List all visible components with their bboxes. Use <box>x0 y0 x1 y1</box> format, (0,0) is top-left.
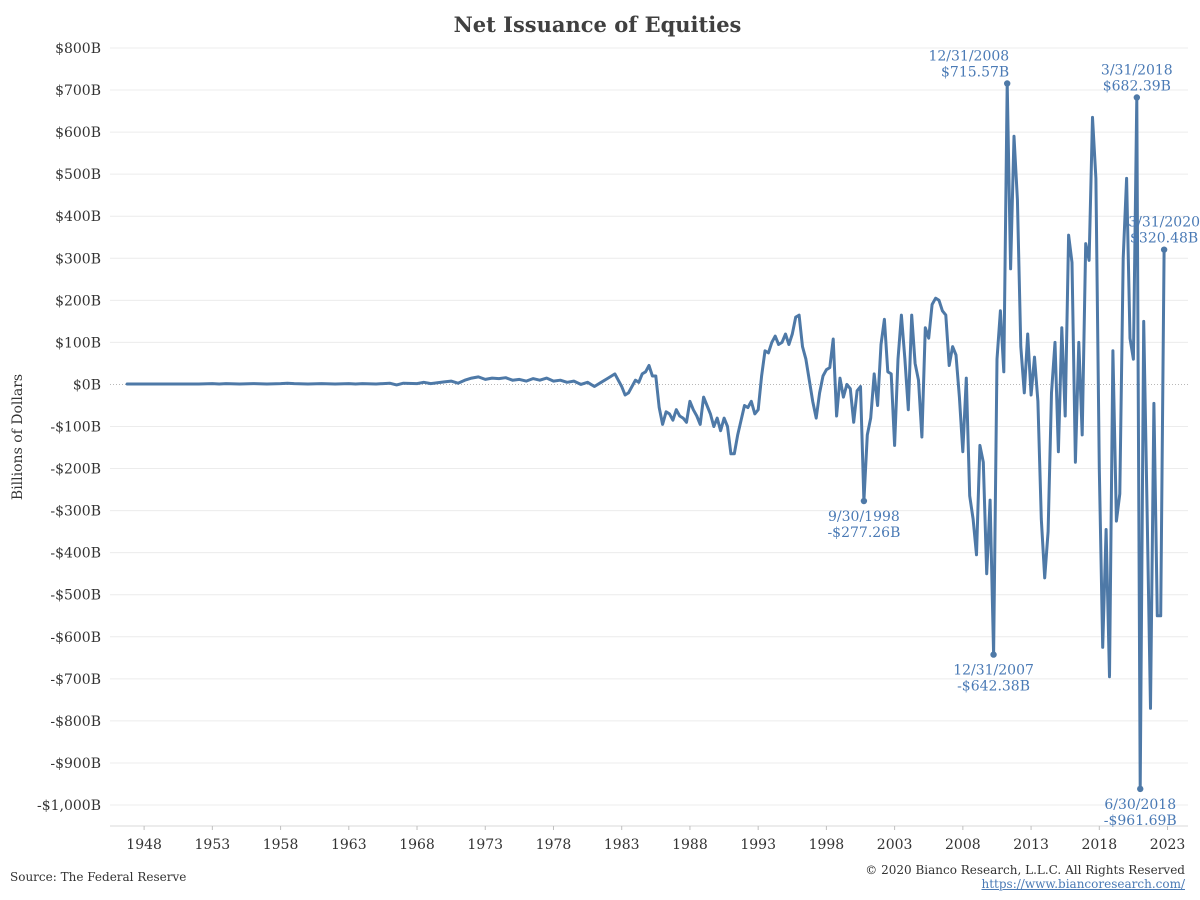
y-tick-label: -$800B <box>50 714 101 730</box>
annotation-point <box>860 497 868 505</box>
x-tick-label: 2023 <box>1150 837 1186 853</box>
y-tick-label: -$400B <box>50 546 101 562</box>
x-tick-label: 1983 <box>604 837 640 853</box>
website-link[interactable]: https://www.biancoresearch.com/ <box>981 877 1185 891</box>
y-tick-label: $500B <box>55 167 101 183</box>
x-tick-label: 1978 <box>536 837 572 853</box>
series-line <box>125 82 1166 791</box>
chart-title: Net Issuance of Equities <box>453 12 742 37</box>
annotation-value: -$961.69B <box>1104 813 1177 829</box>
y-tick-label: -$200B <box>50 462 101 478</box>
x-tick-label: 1948 <box>126 837 162 853</box>
annotation-date: 3/31/2018 <box>1101 62 1173 78</box>
x-tick-label: 2018 <box>1081 837 1117 853</box>
y-tick-label: -$600B <box>50 630 101 646</box>
y-axis-label: Billions of Dollars <box>10 374 26 500</box>
x-tick-label: 2008 <box>945 837 981 853</box>
annotation-date: 12/31/2008 <box>928 49 1009 65</box>
gridlines <box>110 47 1188 806</box>
annotation-date: 3/31/2020 <box>1128 215 1200 231</box>
y-tick-label: -$100B <box>50 420 101 436</box>
x-tick-label: 1973 <box>467 837 503 853</box>
y-tick-label: $100B <box>55 335 101 351</box>
annotation-value: $682.39B <box>1103 78 1171 94</box>
y-axis: $800B $700B $600B $500B $400B $300B $200B $100B… <box>37 41 101 814</box>
annotation-date: 12/31/2007 <box>953 663 1034 679</box>
y-tick-label: -$900B <box>50 756 101 772</box>
annotation-date: 6/30/2018 <box>1104 797 1176 813</box>
annotation-point <box>1160 246 1168 253</box>
x-tick-label: 1998 <box>809 837 845 853</box>
x-tick-label: 2003 <box>877 837 913 853</box>
x-tick-label: 1993 <box>740 837 776 853</box>
y-tick-label: $600B <box>55 125 101 141</box>
y-tick-label: $200B <box>55 293 101 309</box>
y-tick-label: -$1,000B <box>37 798 101 814</box>
annotation-value: -$277.26B <box>827 525 900 541</box>
x-tick-label: 2013 <box>1013 837 1049 853</box>
annotation-date: 9/30/1998 <box>828 509 900 525</box>
annotation-point <box>1003 80 1011 87</box>
x-tick-label: 1988 <box>672 837 708 853</box>
annotation-value: $320.48B <box>1130 231 1198 247</box>
annotation-point <box>990 651 997 658</box>
copyright-note: © 2020 Bianco Research, L.L.C. All Right… <box>865 863 1185 877</box>
annotation-point <box>1137 785 1144 793</box>
annotation-value: -$642.38B <box>957 679 1030 695</box>
x-axis: 1948 1953 1958 1963 1968 1973 1978 1983 1988 1993… <box>110 825 1188 853</box>
source-note: Source: The Federal Reserve <box>10 870 187 884</box>
x-tick-label: 1968 <box>399 837 435 853</box>
x-tick-label: 1958 <box>263 837 299 853</box>
y-tick-label: -$500B <box>50 588 101 604</box>
y-tick-label: $800B <box>55 41 101 57</box>
annotation-layer: 12/31/2008$715.57B 3/31/2018$682.39B 3/31/… <box>827 49 1200 829</box>
x-tick-label: 1963 <box>331 837 367 853</box>
y-tick-label: -$700B <box>50 672 101 688</box>
y-tick-label: -$300B <box>50 504 101 520</box>
x-tick-label: 1953 <box>195 837 231 853</box>
y-tick-label: $300B <box>55 251 101 267</box>
series-layer <box>125 82 1166 791</box>
y-tick-label: $0B <box>73 377 101 393</box>
y-tick-label: $400B <box>55 209 101 225</box>
annotation-point <box>1133 94 1141 101</box>
annotation-value: $715.57B <box>941 65 1009 81</box>
y-tick-label: $700B <box>55 83 101 99</box>
